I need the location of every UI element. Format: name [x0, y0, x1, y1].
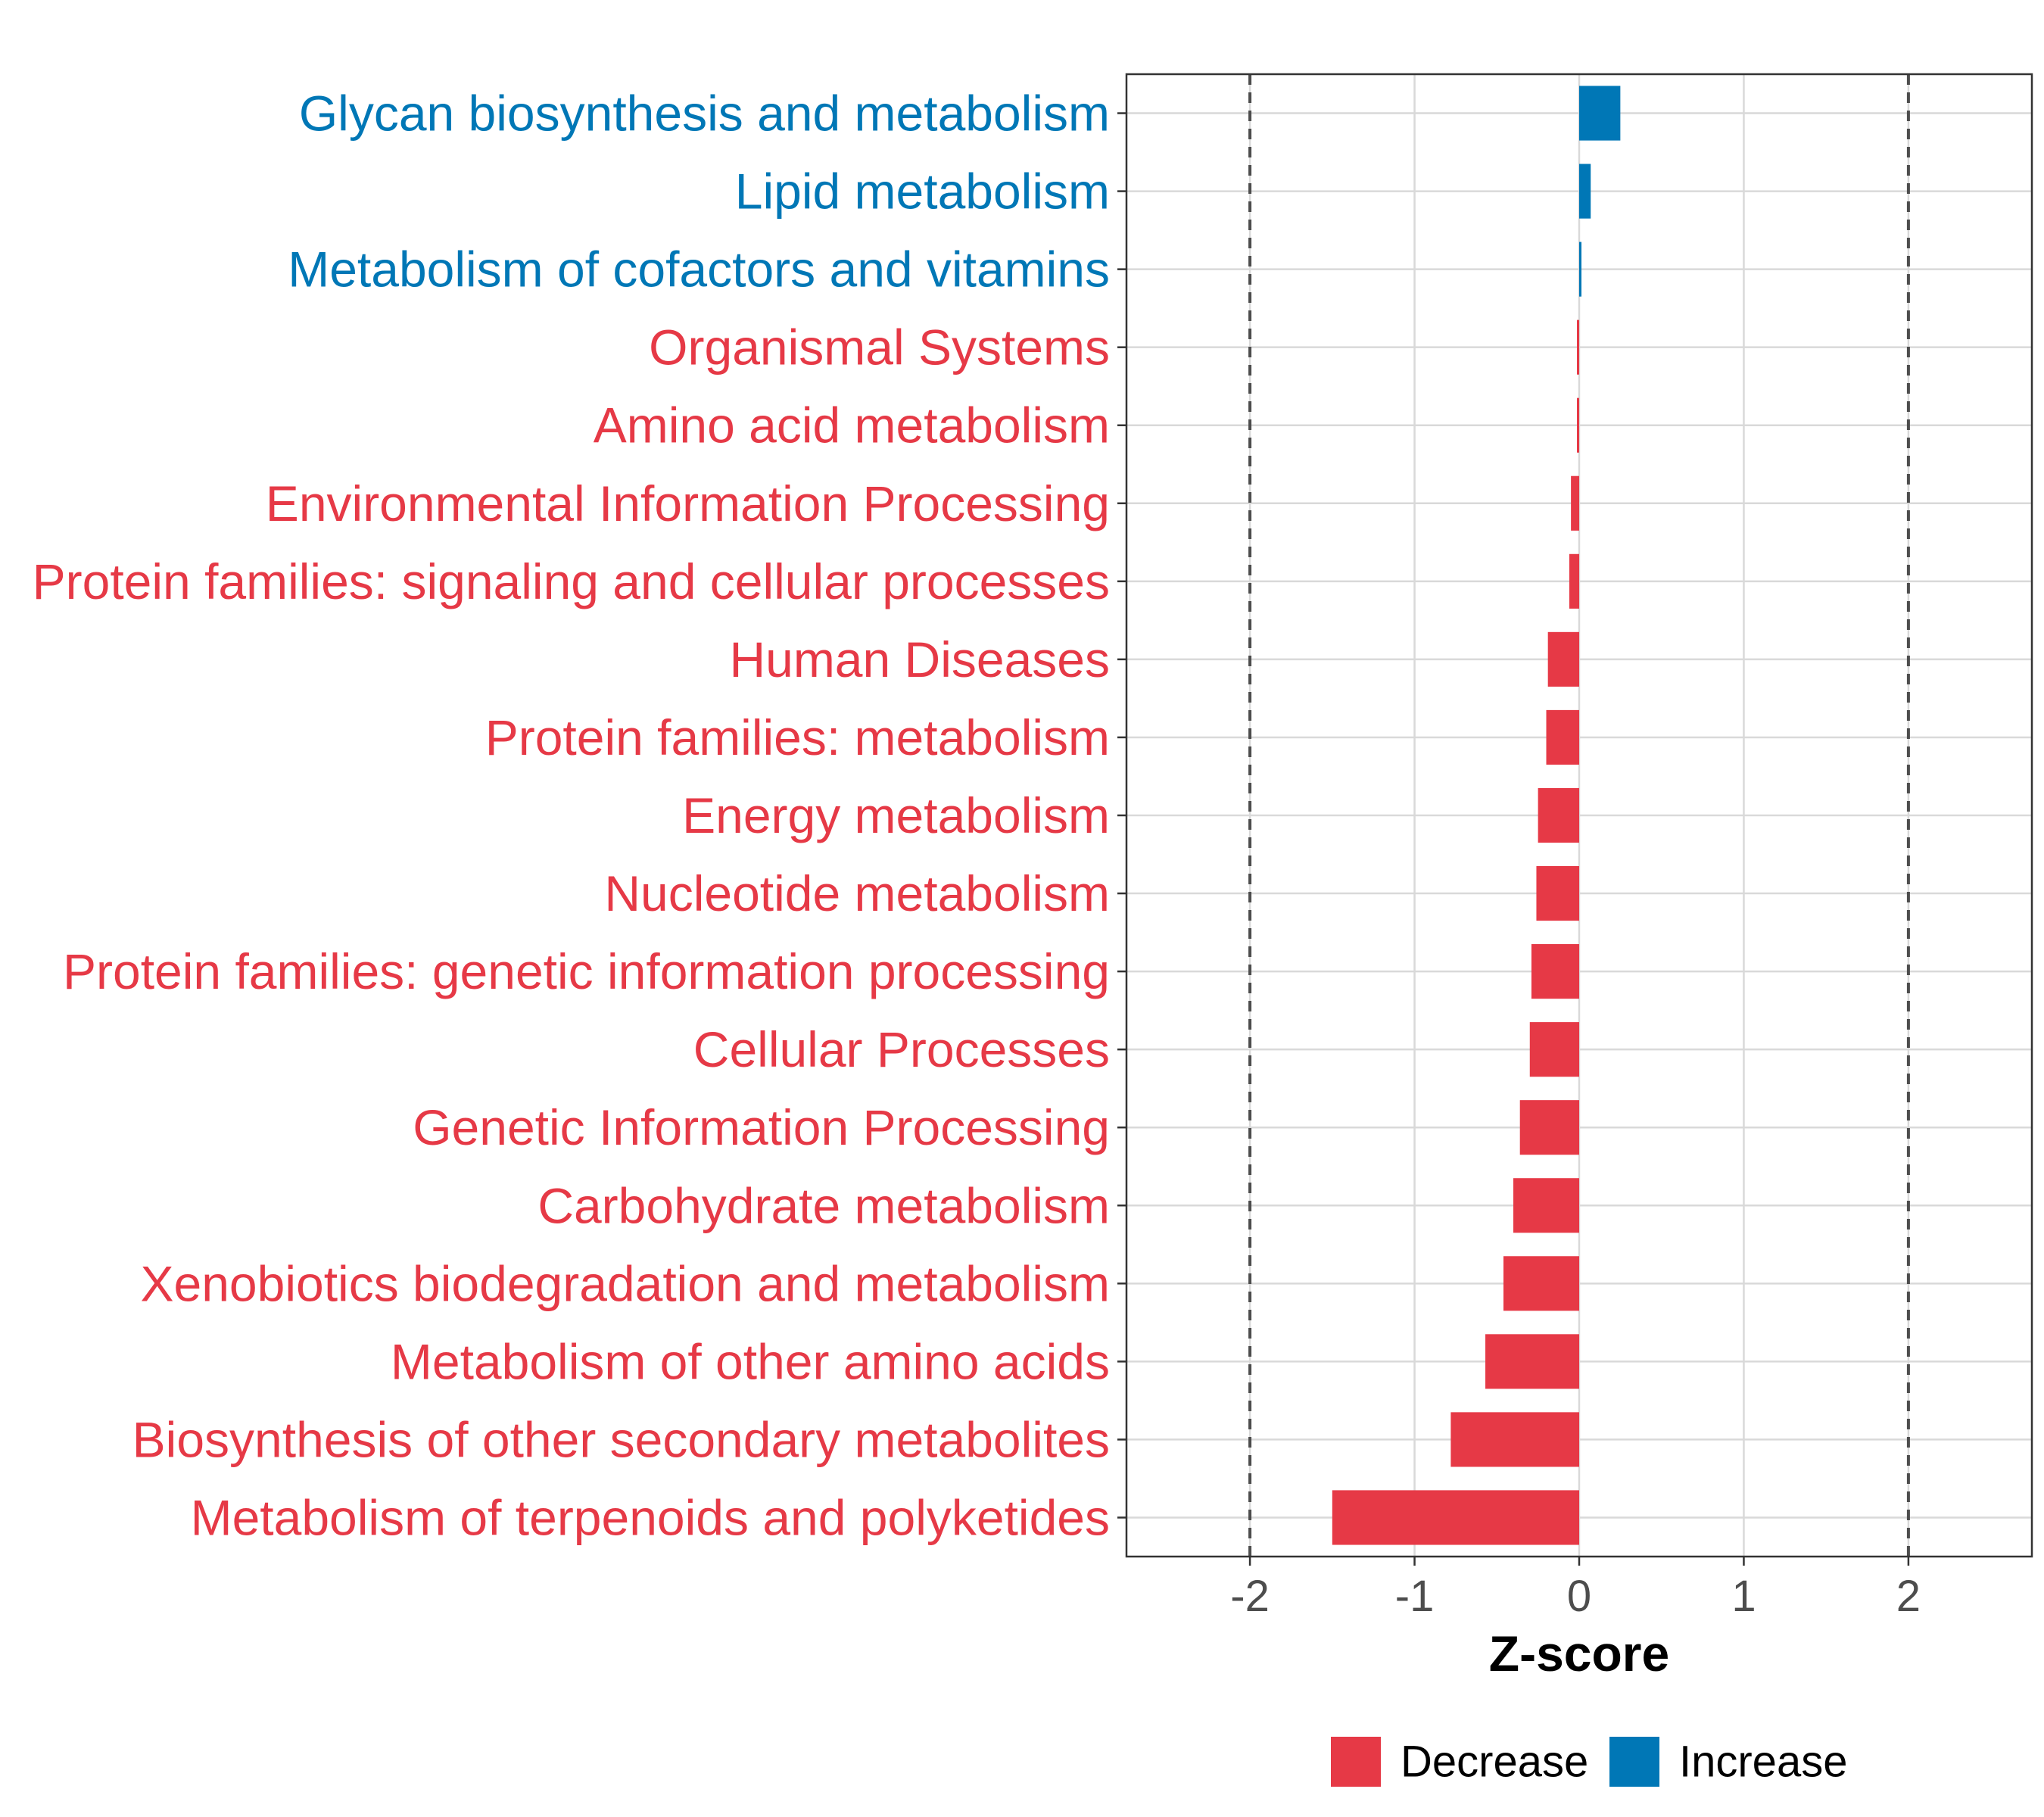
x-tick-label: 0 — [1567, 1572, 1591, 1621]
bar — [1485, 1334, 1579, 1389]
x-axis-title: Z-score — [1489, 1625, 1669, 1681]
category-label: Energy metabolism — [682, 787, 1110, 843]
bar — [1538, 787, 1579, 843]
category-label: Metabolism of terpenoids and polyketides — [191, 1489, 1110, 1545]
bar — [1579, 164, 1591, 219]
bar — [1546, 709, 1579, 765]
category-label: Protein families: signaling and cellular… — [33, 553, 1110, 609]
category-label: Carbohydrate metabolism — [537, 1177, 1110, 1233]
category-label: Glycan biosynthesis and metabolism — [299, 86, 1110, 142]
bars — [1332, 86, 1621, 1545]
bar — [1577, 319, 1579, 375]
category-label: Biosynthesis of other secondary metaboli… — [132, 1411, 1110, 1467]
bar — [1579, 86, 1621, 141]
bar — [1332, 1490, 1579, 1545]
bar — [1571, 475, 1579, 531]
bar — [1536, 865, 1579, 921]
bar — [1547, 631, 1579, 687]
category-label: Xenobiotics biodegradation and metabolis… — [141, 1255, 1111, 1311]
category-label: Human Diseases — [729, 631, 1110, 687]
bar — [1519, 1100, 1579, 1155]
bar — [1579, 242, 1581, 297]
legend-label: Decrease — [1401, 1738, 1588, 1787]
legend-key — [1609, 1737, 1659, 1787]
bar — [1513, 1178, 1579, 1233]
legend: Decrease Increase — [1331, 1737, 1847, 1787]
category-label: Metabolism of other amino acids — [391, 1333, 1110, 1389]
x-axis: -2 -1 0 1 2 — [1230, 1557, 1921, 1621]
bar — [1569, 553, 1579, 609]
category-label: Cellular Processes — [693, 1021, 1110, 1077]
bar — [1577, 397, 1579, 453]
category-label: Nucleotide metabolism — [604, 865, 1110, 921]
category-label: Lipid metabolism — [735, 164, 1110, 220]
legend-label: Increase — [1679, 1738, 1847, 1787]
bar — [1531, 944, 1579, 999]
category-label: Organismal Systems — [649, 319, 1110, 376]
x-tick-label: -1 — [1395, 1572, 1435, 1621]
bar — [1529, 1022, 1579, 1077]
category-label: Metabolism of cofactors and vitamins — [288, 242, 1110, 298]
x-tick-label: 2 — [1896, 1572, 1921, 1621]
category-label: Protein families: metabolism — [485, 709, 1110, 765]
legend-key — [1331, 1737, 1381, 1787]
category-label: Environmental Information Processing — [266, 475, 1110, 531]
category-label: Amino acid metabolism — [594, 397, 1110, 453]
x-tick-label: -2 — [1230, 1572, 1270, 1621]
bar — [1503, 1256, 1579, 1311]
x-tick-label: 1 — [1731, 1572, 1756, 1621]
category-label: Genetic Information Processing — [413, 1099, 1110, 1155]
bar — [1450, 1412, 1579, 1467]
category-label: Protein families: genetic information pr… — [63, 943, 1110, 999]
y-axis: Glycan biosynthesis and metabolism Lipid … — [33, 86, 1126, 1545]
